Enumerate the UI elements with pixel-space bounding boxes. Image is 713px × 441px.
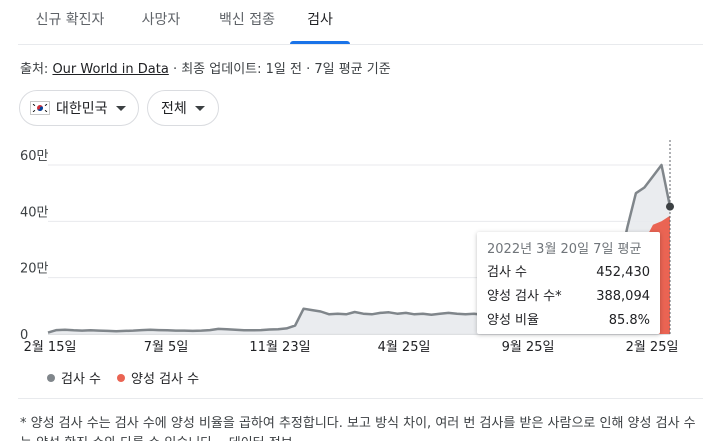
legend-item-positive-tests[interactable]: 양성 검사 수	[117, 368, 199, 387]
x-tick-label: 2월 15일	[24, 340, 77, 355]
x-axis-ticks: 2월 15일 7월 5일 11월 23일 4월 25일 9월 25일 2월 25일	[24, 340, 679, 355]
y-tick-label: 20만	[20, 262, 49, 277]
footnote: * 양성 검사 수는 검사 수에 양성 비율을 곱하여 추정합니다. 보고 방식…	[20, 416, 696, 441]
hover-point	[666, 202, 674, 211]
tooltip-row-positive-tests: 양성 검사 수* 388,094	[487, 285, 650, 309]
scope-dropdown[interactable]: 전체	[147, 90, 219, 126]
x-tick-label: 9월 25일	[502, 340, 555, 355]
source-prefix: 출처:	[20, 62, 49, 77]
tab-label: 신규 확진자	[35, 12, 105, 28]
legend-label: 양성 검사 수	[131, 372, 200, 387]
y-tick-label: 0	[20, 328, 28, 343]
tooltip-value: 85.8%	[608, 313, 650, 328]
tab-deaths[interactable]: 사망자	[126, 0, 196, 44]
tab-label: 백신 접종	[219, 12, 275, 28]
source-suffix: · 최종 업데이트: 1일 전 · 7일 평균 기준	[172, 62, 391, 77]
x-tick-label: 11월 23일	[249, 340, 310, 355]
legend-item-tests[interactable]: 검사 수	[47, 368, 101, 387]
y-axis-ticks: 0 20만 40만 60만	[20, 149, 49, 343]
tooltip-label: 검사 수	[487, 265, 528, 280]
tab-tests[interactable]: 검사	[290, 0, 350, 44]
tooltip-value: 388,094	[596, 289, 650, 304]
source-link[interactable]: Our World in Data	[52, 62, 169, 77]
chart-tooltip: 2022년 3월 20일 7일 평균 검사 수 452,430 양성 검사 수*…	[477, 232, 660, 334]
chevron-down-icon	[115, 105, 126, 111]
tab-new-cases[interactable]: 신규 확진자	[22, 0, 118, 44]
active-tab-indicator	[290, 41, 350, 44]
tooltip-value: 452,430	[596, 265, 650, 280]
tooltip-row-tests: 검사 수 452,430	[487, 261, 650, 285]
tab-bar: 신규 확진자 사망자 백신 접종 검사	[0, 0, 713, 44]
tooltip-date: 2022년 3월 20일 7일 평균	[487, 242, 642, 257]
legend-dot	[117, 373, 126, 382]
chart-legend: 검사 수 양성 검사 수	[47, 368, 215, 387]
y-tick-label: 40만	[20, 205, 49, 220]
y-tick-label: 60만	[20, 149, 49, 164]
source-line: 출처: Our World in Data · 최종 업데이트: 1일 전 · …	[20, 58, 391, 77]
tab-label: 검사	[307, 12, 333, 28]
tab-label: 사망자	[141, 12, 181, 28]
tabs-divider	[18, 44, 703, 45]
x-tick-label: 4월 25일	[378, 340, 431, 355]
x-tick-label: 2월 25일	[626, 340, 679, 355]
legend-label: 검사 수	[61, 372, 102, 387]
chevron-down-icon	[194, 105, 205, 111]
scope-label: 전체	[161, 101, 187, 117]
tab-vaccinations[interactable]: 백신 접종	[204, 0, 290, 44]
country-label: 대한민국	[56, 101, 108, 117]
footer-divider	[18, 398, 703, 399]
country-dropdown[interactable]: 대한민국	[19, 90, 139, 126]
tooltip-label: 양성 검사 수*	[487, 289, 562, 304]
korea-flag-icon	[30, 101, 50, 115]
x-tick-label: 7월 5일	[144, 340, 189, 355]
tooltip-label: 양성 비율	[487, 313, 539, 328]
tooltip-row-positive-rate: 양성 비율 85.8%	[487, 309, 650, 333]
legend-dot	[47, 373, 55, 382]
